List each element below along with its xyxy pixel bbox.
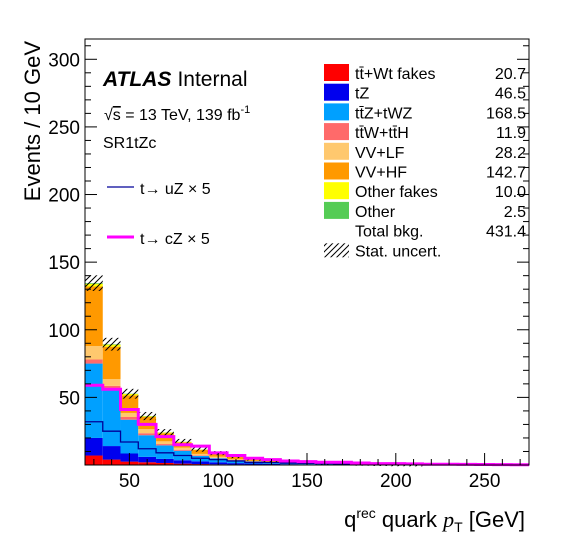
legend-label-5: VV+HF	[355, 165, 407, 182]
bar-3-3	[138, 433, 156, 435]
legend-swatch-6	[324, 182, 349, 199]
legend-label-tuz: t→ uZ × 5	[140, 181, 211, 198]
bar-4-2	[121, 413, 139, 417]
bar-4-5	[174, 448, 192, 450]
legend-yield-6: 10.0	[495, 184, 526, 201]
uncert-1	[103, 338, 121, 351]
legend-label-7: Other	[355, 204, 396, 221]
plot-frame	[85, 39, 529, 465]
legend-yield-2: 168.5	[486, 105, 526, 122]
bar-4-0	[85, 346, 103, 360]
y-tick-label-50: 50	[59, 388, 80, 409]
legend-yield-7: 2.5	[504, 204, 526, 221]
legend-label-2: tt̄Z+tWZ	[355, 105, 413, 122]
x-tick-label-50: 50	[119, 471, 140, 492]
y-tick-label-300: 300	[48, 50, 80, 71]
stacked-bars	[85, 275, 422, 466]
legend-swatch-3	[324, 123, 349, 140]
legend-label-4: VV+LF	[355, 145, 405, 162]
bar-3-5	[174, 450, 192, 451]
y-tick-label-150: 150	[48, 253, 80, 274]
bar-3-2	[121, 417, 139, 420]
x-tick-label-100: 100	[202, 471, 234, 492]
bar-5-1	[103, 347, 121, 379]
bar-3-6	[192, 455, 210, 456]
uncert-3	[138, 412, 156, 420]
bar-1-1	[103, 446, 121, 460]
legend-yield-0: 20.7	[495, 66, 526, 83]
uncert-2	[121, 389, 139, 399]
bar-1-0	[85, 438, 103, 456]
legend-yield-5: 142.7	[486, 165, 526, 182]
bar-4-3	[138, 429, 156, 433]
legend-swatch-uncert	[324, 243, 349, 257]
bar-3-4	[156, 444, 174, 445]
legend-swatch-7	[324, 202, 349, 219]
bar-2-0	[85, 364, 103, 438]
y-tick-label-250: 250	[48, 118, 80, 139]
x-tick-label-200: 200	[380, 471, 412, 492]
background-legend: tt̄+Wt fakes 20.7 tZ 46.5 tt̄Z+tWZ 168.5 tt̄W+…	[324, 64, 526, 260]
legend-label-1: tZ	[355, 86, 369, 103]
x-tick-label-250: 250	[469, 471, 501, 492]
legend-label-6: Other fakes	[355, 184, 438, 201]
uncert-0	[85, 275, 103, 291]
legend-yield-4: 28.2	[495, 145, 526, 162]
legend-label-0: tt̄+Wt fakes	[355, 66, 435, 83]
legend-yield-3: 11.9	[496, 125, 526, 142]
bar-4-1	[103, 379, 121, 386]
legend-label-8: Total bkg.	[355, 224, 423, 241]
legend-label-9: Stat. uncert.	[355, 243, 441, 260]
bar-2-3	[138, 435, 156, 457]
legend-yield-1: 46.5	[495, 86, 526, 103]
x-axis-label: qrec quark pT [GeV]	[344, 505, 525, 535]
legend-swatch-5	[324, 163, 349, 180]
y-axis-label: Events / 10 GeV	[20, 41, 45, 202]
y-tick-label-100: 100	[48, 321, 80, 342]
bar-2-2	[121, 420, 139, 454]
legend-swatch-0	[324, 64, 349, 81]
legend-swatch-2	[324, 103, 349, 120]
bar-2-1	[103, 389, 121, 446]
legend-yield-8: 431.4	[486, 224, 526, 241]
legend-label-tcz: t→ cZ × 5	[140, 231, 210, 248]
legend-swatch-1	[324, 84, 349, 101]
uncert-6	[192, 447, 210, 452]
legend-swatch-4	[324, 143, 349, 160]
y-tick-label-200: 200	[48, 186, 80, 207]
bar-3-0	[85, 360, 103, 364]
region-label: SR1tZc	[103, 135, 156, 152]
bar-4-4	[156, 441, 174, 444]
legend-label-3: tt̄W+tt̄H	[355, 125, 409, 142]
energy-lumi-label: √s = 13 TeV, 139 fb-1	[104, 104, 250, 124]
bar-4-6	[192, 454, 210, 455]
bar-2-4	[156, 445, 174, 459]
uncert-4	[156, 429, 174, 436]
x-tick-label-150: 150	[291, 471, 323, 492]
